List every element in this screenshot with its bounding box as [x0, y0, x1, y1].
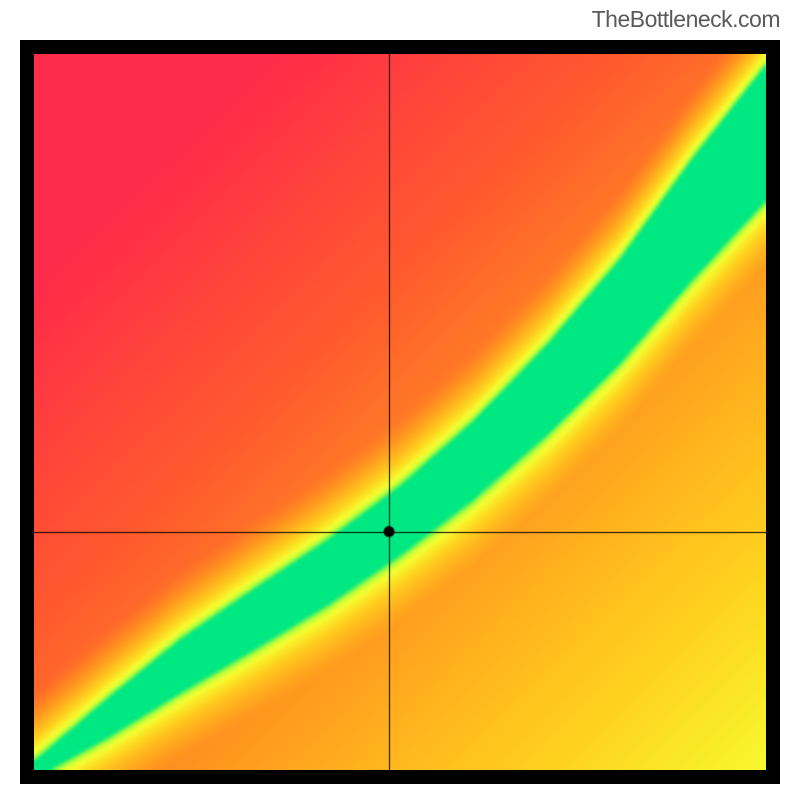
- bottleneck-heatmap: [34, 54, 766, 770]
- plot-frame: [20, 40, 780, 784]
- chart-container: TheBottleneck.com: [0, 0, 800, 800]
- attribution-label: TheBottleneck.com: [592, 6, 780, 33]
